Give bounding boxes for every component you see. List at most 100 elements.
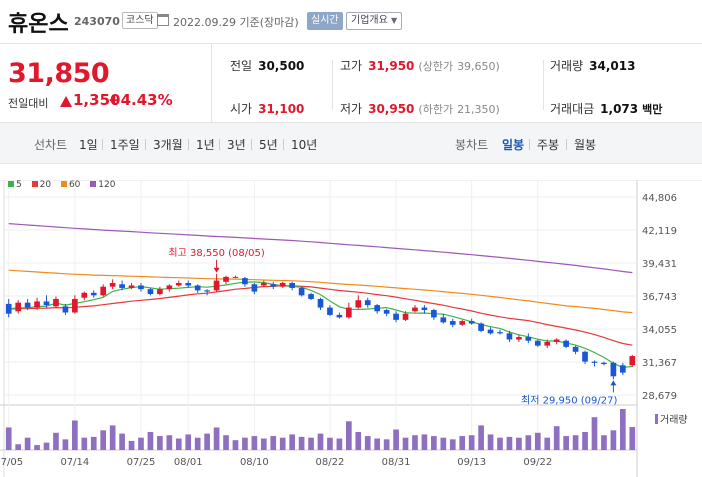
volume-bar [128, 440, 135, 450]
change-percent: +4.43% [108, 91, 173, 109]
volume-bar [53, 432, 59, 450]
period-weekly[interactable]: 주봉 [537, 138, 560, 152]
volume-value: 34,013 [589, 59, 636, 73]
y-tick-label: 39,431 [642, 259, 677, 270]
period-5y[interactable]: 5년 [259, 138, 278, 152]
candle-body [109, 283, 116, 287]
divider [251, 139, 252, 150]
volume-bar [90, 436, 97, 450]
stock-name: 휴온스 [8, 12, 69, 37]
candle-body [53, 298, 59, 307]
volume-bar [412, 435, 418, 450]
amount-unit: 백만 [642, 103, 663, 116]
y-tick-label: 36,743 [642, 292, 677, 303]
period-selector-bar: 선차트 1일 1주일 3개월 1년 3년 5년 10년 봉차트 일봉 주봉 월봉 [0, 122, 702, 164]
legend-ma120: 120 [90, 180, 115, 190]
high-value: 31,950 [368, 59, 415, 73]
price-chart[interactable]: 44,806 42,119 39,431 36,743 34,055 31,367 28,6… [0, 180, 702, 477]
candle-body [591, 361, 598, 363]
candle-body [81, 292, 88, 298]
candle-body [506, 333, 513, 340]
candle-body [459, 321, 466, 325]
legend-ma60-swatch [60, 181, 67, 187]
volume-label: 거래량 [550, 59, 584, 73]
candle-body [175, 283, 182, 286]
realtime-button[interactable]: 실시간 [307, 12, 343, 30]
candle-body [251, 284, 258, 292]
legend-ma5-swatch [8, 181, 14, 187]
candle-body [34, 301, 40, 308]
volume: 거래량 34,013 [550, 57, 635, 77]
period-1w[interactable]: 1주일 [110, 138, 140, 152]
volume-bar [506, 436, 513, 450]
volume-bar [251, 436, 258, 450]
stock-code: 243070 [74, 15, 120, 28]
volume-bar [175, 438, 182, 450]
volume-bar [468, 435, 475, 450]
upper-limit-value: 39,650) [457, 60, 500, 73]
open-value: 31,100 [258, 102, 305, 116]
x-tick-label: 07/05 [0, 457, 23, 468]
volume-bar [185, 434, 192, 450]
candle-body [497, 332, 503, 334]
volume-bar [327, 437, 333, 450]
volume-bar [43, 442, 50, 450]
period-1d[interactable]: 1일 [79, 138, 98, 152]
up-triangle-icon [60, 96, 72, 107]
candle-body [213, 280, 220, 291]
divider [529, 139, 530, 150]
volume-bar [242, 437, 248, 450]
candle-body [72, 298, 78, 313]
legend-ma5: 5 [8, 180, 22, 190]
period-monthly[interactable]: 월봉 [574, 138, 597, 152]
volume-bar [109, 425, 116, 450]
volume-bar [346, 421, 352, 450]
y-tick-label: 34,055 [642, 325, 677, 336]
volume-bar [601, 435, 607, 450]
candle-body [166, 285, 173, 290]
candle-body [449, 321, 456, 325]
y-tick-label: 44,806 [642, 193, 677, 204]
candle-body [232, 276, 239, 278]
volume-bar [194, 437, 201, 450]
candle-body [487, 329, 494, 334]
volume-bar [5, 427, 12, 450]
ma20-line [8, 285, 633, 346]
period-1y[interactable]: 1년 [196, 138, 215, 152]
volume-bar [232, 440, 239, 450]
candle-body [572, 346, 579, 352]
candle-body [260, 283, 267, 286]
candle-body [327, 307, 333, 315]
volume-legend-label: 거래량 [660, 415, 688, 426]
change-label: 전일대비 [8, 97, 49, 110]
volume-legend: 거래량 [655, 411, 688, 426]
x-tick-label: 09/22 [523, 457, 552, 468]
candle-body [582, 351, 588, 362]
period-daily[interactable]: 일봉 [502, 138, 525, 152]
candle-body [223, 276, 229, 282]
volume-bar [374, 438, 381, 450]
x-tick-label: 08/10 [240, 457, 269, 468]
volume-bar [544, 437, 551, 450]
candle-body [619, 365, 626, 373]
candle-chart-title: 봉차트 [455, 138, 489, 152]
volume-bar [72, 420, 78, 450]
candle-body [563, 340, 569, 347]
candle-body [204, 290, 210, 292]
period-3m[interactable]: 3개월 [153, 138, 183, 152]
prev-close: 전일 30,500 [230, 57, 304, 77]
upper-limit-label: (상한가 [418, 60, 454, 73]
volume-bar [15, 444, 22, 450]
volume-bar [459, 436, 466, 450]
period-3y[interactable]: 3년 [227, 138, 246, 152]
company-overview-label: 기업개요 [351, 15, 388, 26]
period-10y[interactable]: 10년 [291, 138, 318, 152]
divider [145, 139, 146, 150]
volume-bar [516, 437, 522, 450]
company-overview-button[interactable]: 기업개요 ▼ [346, 12, 403, 30]
divider [543, 60, 544, 110]
volume-bar [147, 431, 154, 450]
legend-ma20-label: 20 [39, 180, 52, 190]
volume-bar [119, 433, 125, 450]
volume-bar [497, 437, 503, 450]
